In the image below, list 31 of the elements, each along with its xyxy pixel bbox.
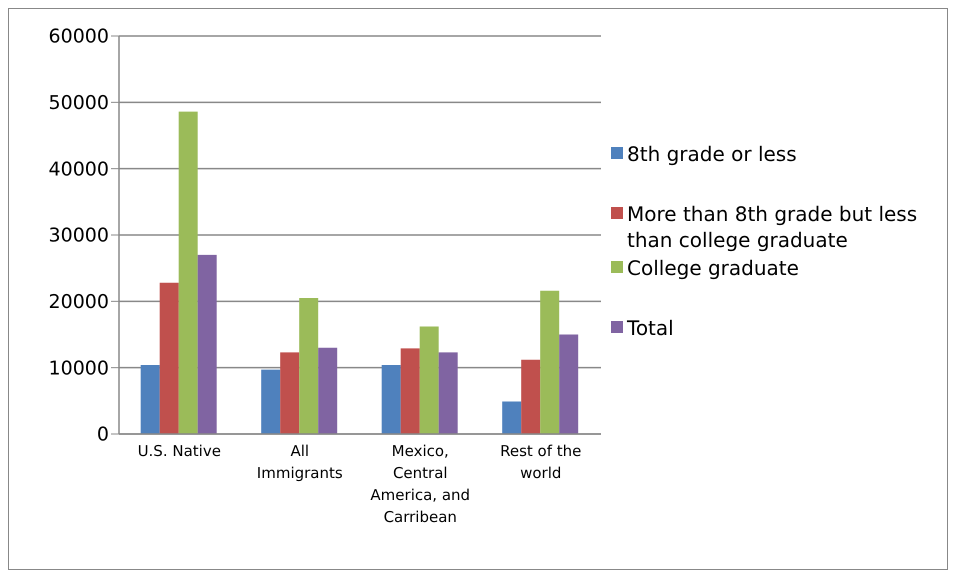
bar bbox=[178, 112, 198, 434]
bar bbox=[318, 348, 338, 434]
y-tick-label: 0 bbox=[96, 424, 109, 446]
y-tick-label: 30000 bbox=[48, 224, 109, 247]
legend-label: More than 8th grade but less than college graduate bbox=[627, 201, 918, 253]
y-tick-label: 40000 bbox=[48, 158, 109, 180]
legend-label: 8th grade or less bbox=[627, 141, 797, 167]
bar bbox=[140, 365, 160, 434]
y-tick-label: 50000 bbox=[48, 92, 109, 114]
bar bbox=[280, 352, 300, 434]
x-tick-label: U.S. Native bbox=[138, 442, 221, 460]
bar bbox=[420, 326, 439, 434]
bar bbox=[400, 348, 420, 434]
x-tick-label: Mexico, Central America, and Carribean bbox=[370, 442, 470, 526]
bar bbox=[502, 401, 522, 434]
bar bbox=[559, 334, 578, 434]
legend-label: Total bbox=[627, 315, 674, 341]
bar bbox=[198, 254, 217, 434]
bar bbox=[261, 370, 280, 434]
x-tick-label: Rest of the world bbox=[500, 442, 582, 482]
y-tick-label: 60000 bbox=[48, 26, 109, 48]
y-tick-label: 10000 bbox=[48, 357, 109, 380]
bar bbox=[160, 282, 179, 434]
bar bbox=[540, 290, 560, 434]
x-tick-label: All Immigrants bbox=[256, 442, 343, 482]
legend-label: College graduate bbox=[627, 255, 799, 281]
y-tick-label: 20000 bbox=[48, 291, 109, 314]
bar bbox=[438, 352, 458, 434]
bar bbox=[299, 298, 318, 434]
bar bbox=[521, 360, 540, 434]
bar bbox=[382, 365, 401, 434]
